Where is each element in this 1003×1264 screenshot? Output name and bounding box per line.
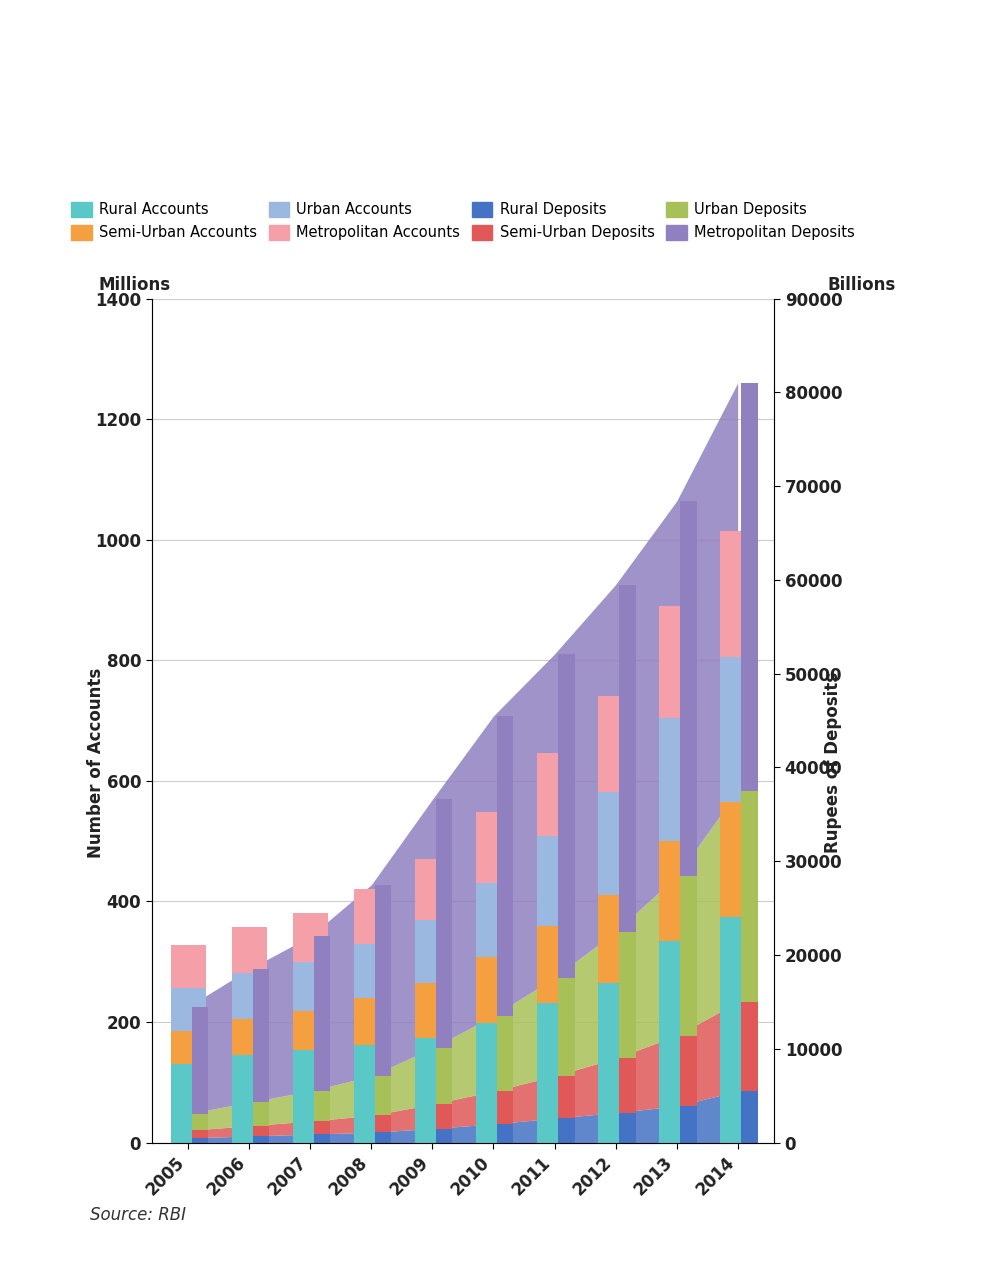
Bar [619, 932, 635, 1058]
Bar [192, 1138, 208, 1143]
Bar [558, 977, 574, 1076]
Bar [435, 1048, 452, 1105]
Bar [719, 657, 754, 801]
Bar [537, 1002, 572, 1143]
Bar [374, 1076, 391, 1115]
Bar [192, 1114, 208, 1130]
Bar [293, 914, 328, 962]
Bar [679, 1106, 696, 1143]
Bar [558, 1119, 574, 1143]
Bar [475, 813, 511, 884]
Bar [496, 1016, 513, 1091]
Bar [658, 940, 693, 1143]
Bar [253, 1126, 269, 1136]
Bar [232, 1055, 267, 1143]
Bar [598, 791, 633, 895]
Bar [313, 1121, 330, 1134]
Bar [374, 885, 391, 1076]
Bar [313, 1134, 330, 1143]
Bar [619, 584, 635, 932]
Y-axis label: Number of Accounts: Number of Accounts [87, 667, 104, 858]
Bar [598, 983, 633, 1143]
Bar [558, 1076, 574, 1119]
Bar [353, 944, 388, 997]
Bar [496, 715, 513, 1016]
Bar [232, 1019, 267, 1055]
Bar [435, 1105, 452, 1129]
Bar [293, 962, 328, 1011]
Bar [414, 983, 449, 1038]
Bar [619, 1112, 635, 1143]
Bar [740, 1091, 757, 1143]
Bar [475, 957, 511, 1024]
Bar [435, 1129, 452, 1143]
Bar [537, 925, 572, 1002]
Bar [293, 1011, 328, 1050]
Bar [679, 876, 696, 1035]
Bar [740, 383, 757, 791]
Bar [353, 1045, 388, 1143]
Bar [719, 801, 754, 916]
Bar [253, 969, 269, 1102]
Bar [619, 1058, 635, 1112]
Bar [192, 1130, 208, 1138]
Bar [475, 1024, 511, 1143]
Bar [171, 1031, 206, 1064]
Bar [171, 1064, 206, 1143]
Bar [293, 1050, 328, 1143]
Bar [313, 1091, 330, 1121]
Bar [475, 884, 511, 957]
Text: Source: RBI: Source: RBI [90, 1206, 187, 1224]
Bar [232, 972, 267, 1019]
Bar [598, 696, 633, 791]
Bar [253, 1136, 269, 1143]
Bar [435, 799, 452, 1048]
Bar [558, 653, 574, 977]
Bar [192, 1006, 208, 1114]
Bar [414, 1038, 449, 1143]
Bar [537, 837, 572, 925]
Bar [414, 860, 449, 919]
Y-axis label: Rupees of Deposits: Rupees of Deposits [823, 672, 842, 853]
Bar [353, 890, 388, 944]
Bar [253, 1102, 269, 1126]
Bar [496, 1091, 513, 1124]
Legend: Rural Accounts, Semi-Urban Accounts, Urban Accounts, Metropolitan Accounts, Rura: Rural Accounts, Semi-Urban Accounts, Urb… [65, 196, 860, 246]
Bar [598, 895, 633, 983]
Bar [740, 791, 757, 1002]
Bar [313, 937, 330, 1091]
Bar [658, 841, 693, 940]
Bar [414, 919, 449, 983]
Text: Billions: Billions [826, 277, 895, 295]
Bar [740, 1002, 757, 1091]
Bar [679, 501, 696, 876]
Bar [171, 945, 206, 987]
Text: Millions: Millions [98, 277, 171, 295]
Bar [719, 531, 754, 657]
Bar [658, 718, 693, 841]
Bar [232, 928, 267, 972]
Bar [496, 1124, 513, 1143]
Bar [353, 997, 388, 1045]
Bar [679, 1035, 696, 1106]
Bar [374, 1115, 391, 1133]
Bar [171, 987, 206, 1031]
Bar [719, 916, 754, 1143]
Bar [374, 1133, 391, 1143]
Bar [537, 753, 572, 837]
Bar [658, 605, 693, 718]
